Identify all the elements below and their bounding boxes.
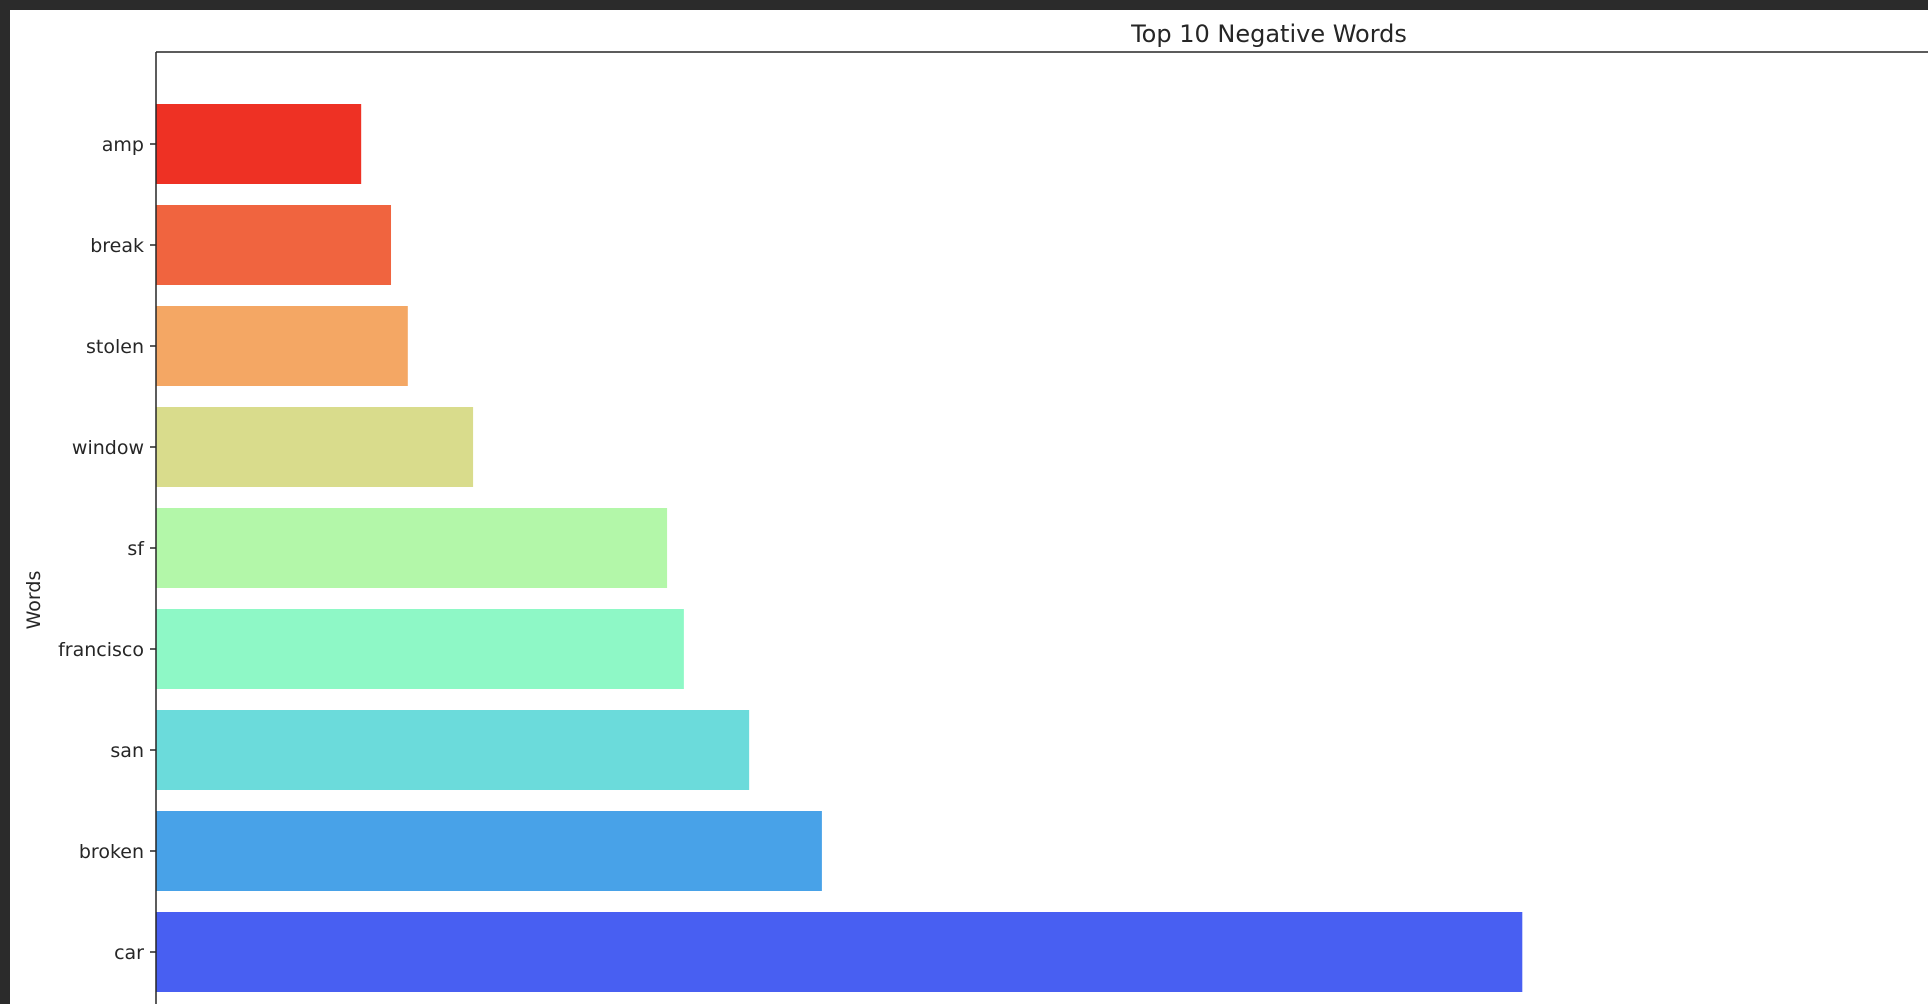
bar-stolen: [156, 306, 408, 386]
y-ticks-layer: amp break stolen window sf francisco san broken…: [58, 134, 156, 964]
bar-chart: Top 10 Negative Words amp break stolen wind…: [23, 20, 1928, 1004]
bar-sf: [156, 508, 668, 588]
bar-broken: [156, 811, 822, 891]
y-axis-label: Words: [23, 571, 45, 630]
chart-title: Top 10 Negative Words: [1130, 20, 1407, 48]
y-tick-label-broken: broken: [79, 841, 144, 863]
bar-window: [156, 407, 474, 487]
chart-frame: Top 10 Negative Words amp break stolen wind…: [10, 10, 1928, 1004]
bars-layer: [156, 104, 1523, 992]
y-tick-label-stolen: stolen: [86, 336, 144, 358]
bar-francisco: [156, 609, 684, 689]
y-tick-label-san: san: [110, 740, 144, 762]
bar-amp: [156, 104, 362, 184]
bar-san: [156, 710, 750, 790]
y-tick-label-car: car: [114, 942, 144, 964]
y-tick-label-break: break: [90, 235, 144, 257]
y-tick-label-sf: sf: [127, 538, 145, 560]
y-tick-label-francisco: francisco: [58, 639, 144, 661]
axes-layer: [155, 51, 1928, 1004]
bar-break: [156, 205, 392, 285]
bar-car: [156, 912, 1523, 992]
y-tick-label-window: window: [72, 437, 144, 459]
y-tick-label-amp: amp: [102, 134, 144, 156]
